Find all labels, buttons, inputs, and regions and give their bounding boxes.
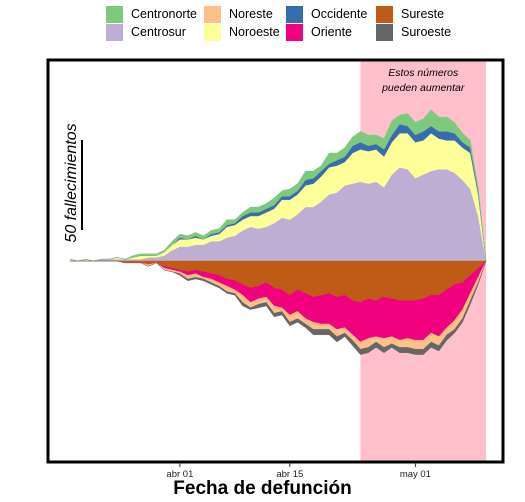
legend-swatch [376, 23, 393, 41]
x-tick-label: abr 15 [276, 469, 303, 480]
plot-frame [46, 58, 505, 464]
legend-swatch [376, 5, 393, 23]
legend-label: Noroeste [229, 25, 280, 39]
legend-label: Sureste [401, 7, 445, 21]
legend-swatch [286, 23, 303, 41]
scale-bar-label: 50 fallecimientos [63, 123, 80, 242]
annotation-line-1: Estos números [388, 67, 459, 79]
legend: Centronorte Noreste Occidente Sureste Centro… [106, 5, 486, 45]
x-tick-label: abr 01 [166, 469, 193, 480]
legend-label: Noreste [229, 7, 273, 21]
legend-item-noreste: Noreste [204, 5, 273, 23]
legend-label: Oriente [311, 25, 352, 39]
legend-swatch [286, 5, 303, 23]
legend-item-occidente: Occidente [286, 5, 367, 23]
legend-item-centronorte: Centronorte [106, 5, 197, 23]
area-suroeste [70, 260, 487, 355]
legend-label: Occidente [311, 7, 368, 21]
x-tick-label: may 01 [400, 469, 431, 480]
legend-swatch [204, 23, 221, 41]
legend-swatch [106, 5, 123, 23]
legend-swatch [204, 5, 221, 23]
legend-item-oriente: Oriente [286, 23, 352, 41]
annotation-line-2: pueden aumentar [381, 82, 465, 94]
legend-item-suroeste: Suroeste [376, 23, 451, 41]
legend-item-centrosur: Centrosur [106, 23, 186, 41]
legend-label: Centrosur [131, 25, 186, 39]
legend-label: Suroeste [401, 25, 452, 39]
legend-item-sureste: Sureste [376, 5, 444, 23]
legend-label: Centronorte [131, 7, 198, 21]
x-axis-label: Fecha de defunción [173, 478, 352, 499]
legend-swatch [106, 23, 123, 41]
legend-item-noroeste: Noroeste [204, 23, 280, 41]
